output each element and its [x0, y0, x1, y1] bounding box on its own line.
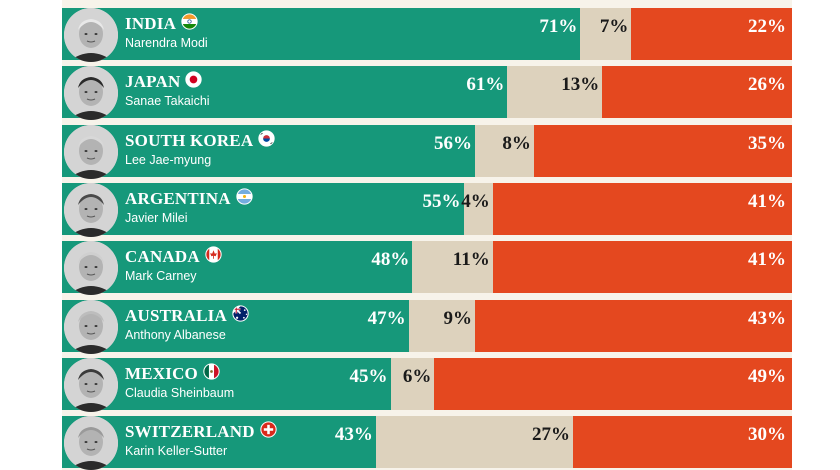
country-name: SOUTH KOREA — [125, 129, 275, 152]
argentina-flag-icon — [236, 188, 253, 210]
leader-name: Javier Milei — [125, 210, 188, 225]
disapprove-value-label: 41% — [748, 249, 786, 271]
leader-portrait — [64, 416, 118, 470]
neutral-bar — [474, 124, 534, 177]
approve-value-label: 47% — [367, 307, 406, 329]
leader-portrait — [64, 241, 118, 296]
approve-value-label: 61% — [466, 74, 505, 96]
disapprove-bar — [492, 182, 792, 235]
australia-flag-icon — [232, 304, 249, 327]
neutral-bar — [507, 66, 603, 119]
neutral-value-label: 8% — [502, 132, 531, 154]
neutral-value-label: 7% — [599, 16, 629, 37]
approve-value-label: 55% — [422, 190, 461, 212]
bar-row: MEXICO Claudia Sheinbaum 45% 6% 49% — [62, 357, 792, 412]
country-name: SWITZERLAND — [125, 421, 277, 443]
approve-value-label: 43% — [334, 424, 373, 446]
disapprove-bar — [631, 8, 792, 60]
country-name: ARGENTINA — [125, 188, 253, 210]
leader-portrait — [64, 182, 118, 237]
disapprove-value-label: 30% — [748, 424, 786, 446]
bar-row: AUSTRALIA Anthony Albanese 47% 9% 43% — [62, 299, 792, 354]
leader-name: Narendra Modi — [125, 36, 208, 50]
neutral-bar — [412, 241, 493, 294]
neutral-value-label: 4% — [461, 190, 490, 212]
approve-bar — [62, 8, 581, 60]
country-label: CANADA — [125, 247, 200, 267]
disapprove-value-label: 26% — [748, 74, 786, 96]
country-label: MEXICO — [125, 363, 198, 383]
bar-row: CANADA Mark Carney 48% 11% 41% — [62, 241, 792, 296]
leader-name: Sanae Takaichi — [125, 94, 210, 109]
leader-portrait — [64, 66, 118, 121]
neutral-bar — [375, 416, 573, 469]
approve-value-label: 48% — [371, 249, 410, 271]
approve-bar — [62, 241, 413, 294]
disapprove-bar — [602, 66, 792, 119]
leader-portrait — [64, 299, 118, 354]
mexico-flag-icon — [203, 363, 220, 385]
disapprove-bar — [492, 241, 792, 294]
switzerland-flag-icon — [260, 421, 277, 443]
japan-flag-icon — [185, 71, 203, 93]
neutral-value-label: 9% — [443, 307, 472, 329]
south-korea-flag-icon — [258, 129, 275, 152]
bar-row: JAPAN Sanae Takaichi 61% 13% 26% — [62, 66, 792, 121]
disapprove-value-label: 35% — [748, 132, 786, 154]
neutral-value-label: 6% — [402, 365, 432, 387]
disapprove-value-label: 43% — [748, 307, 786, 329]
disapprove-bar — [474, 299, 792, 352]
bar-row: SOUTH KOREA Lee Jae-myung 56% 8% 35% — [62, 124, 792, 179]
leader-name: Anthony Albanese — [125, 327, 226, 342]
country-name: CANADA — [125, 246, 222, 268]
disapprove-bar — [434, 357, 792, 410]
disapprove-value-label: 22% — [748, 16, 786, 37]
canada-flag-icon — [205, 246, 222, 268]
neutral-value-label: 13% — [561, 74, 600, 96]
leader-name: Mark Carney — [125, 269, 197, 284]
india-flag-icon — [181, 13, 198, 35]
leader-portrait — [64, 8, 118, 62]
country-label: INDIA — [125, 14, 177, 33]
country-label: SOUTH KOREA — [125, 130, 254, 150]
country-label: JAPAN — [125, 72, 181, 92]
disapprove-bar — [573, 416, 792, 469]
bar-row: ARGENTINA Javier Milei 55% 4% 41% — [62, 182, 792, 237]
neutral-value-label: 27% — [532, 424, 570, 446]
approve-value-label: 56% — [433, 132, 472, 154]
leader-name: Lee Jae-myung — [125, 152, 212, 167]
bar-row: INDIA Narendra Modi 71% 7% 22% — [62, 8, 792, 62]
country-name: AUSTRALIA — [125, 304, 249, 327]
approve-bar — [62, 182, 464, 235]
neutral-bar — [408, 299, 475, 352]
disapprove-value-label: 41% — [748, 190, 786, 212]
leader-portrait — [64, 124, 118, 179]
country-label: SWITZERLAND — [125, 422, 255, 442]
neutral-bar — [390, 357, 435, 410]
disapprove-value-label: 49% — [748, 365, 786, 387]
leader-portrait — [64, 357, 118, 412]
neutral-bar — [463, 182, 493, 235]
neutral-bar — [580, 8, 632, 60]
bar-row: SWITZERLAND Karin Keller-Sutter 43% 27% 30% — [62, 416, 792, 470]
country-name: JAPAN — [125, 71, 203, 93]
approve-value-label: 71% — [539, 16, 578, 37]
approve-bar — [62, 66, 508, 119]
neutral-value-label: 11% — [452, 249, 490, 271]
country-name: INDIA — [125, 13, 198, 35]
approval-chart: INDIA Narendra Modi 71% 7% 22% JAPAN Sanae Tak… — [62, 0, 792, 470]
approve-value-label: 45% — [349, 365, 388, 387]
country-label: ARGENTINA — [125, 188, 231, 208]
disapprove-bar — [533, 124, 792, 177]
leader-name: Claudia Sheinbaum — [125, 385, 235, 400]
country-name: MEXICO — [125, 363, 220, 385]
leader-name: Karin Keller-Sutter — [125, 444, 228, 459]
country-label: AUSTRALIA — [125, 305, 227, 325]
